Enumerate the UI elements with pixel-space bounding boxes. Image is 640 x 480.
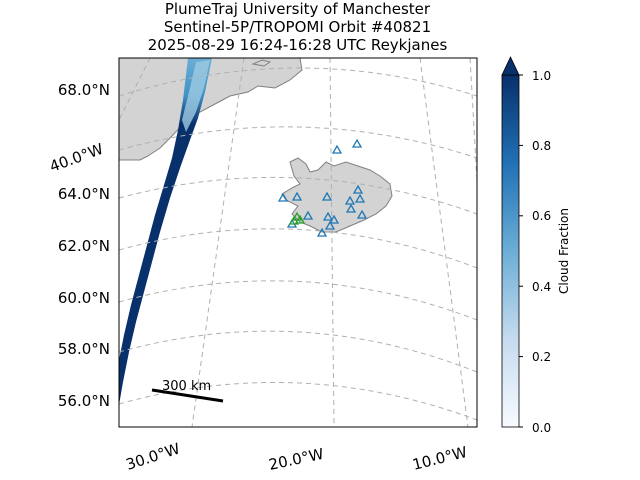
colorbar-tick-2: 0.4: [532, 280, 551, 294]
lat-label-64: 64.0°N: [58, 185, 110, 203]
colorbar-tick-4: 0.8: [532, 139, 551, 153]
lat-label-68: 68.0°N: [58, 81, 110, 99]
lon-label-10w: 10.0°W: [411, 443, 470, 474]
lat-label-58: 58.0°N: [58, 340, 110, 358]
scale-bar-label: 300 km: [162, 379, 211, 394]
map-frame: [118, 57, 478, 428]
title-line-3: 2025-08-29 16:24-16:28 UTC Reykjanes: [147, 36, 448, 54]
colorbar-tick-3: 0.6: [532, 209, 551, 223]
lon-label-30w: 30.0°W: [124, 439, 183, 473]
colorbar-tick-1: 0.2: [532, 350, 551, 364]
satellite-swath: [119, 58, 212, 427]
map-area: 300 km: [119, 58, 477, 427]
lat-label-56: 56.0°N: [58, 392, 110, 410]
colorbar-tick-0: 0.0: [532, 421, 551, 435]
lon-label-20w: 20.0°W: [267, 445, 325, 474]
greenland-coast-detail: [251, 59, 272, 67]
colorbar-label: Cloud Fraction: [557, 208, 571, 294]
title-line-1: PlumeTraj University of Manchester: [164, 0, 431, 18]
lat-label-60: 60.0°N: [58, 289, 110, 307]
lat-label-62: 62.0°N: [58, 237, 110, 255]
colorbar-tick-5: 1.0: [532, 69, 551, 83]
scale-bar: [151, 388, 224, 403]
active-volcano-markers: [288, 211, 306, 225]
swath-cloud-patch: [182, 60, 210, 132]
gridlines: [119, 58, 477, 427]
volcano-markers: [277, 138, 368, 237]
colorbar-extend-arrow: [501, 56, 520, 76]
colorbar: 0.0 0.2 0.4 0.6 0.8 1.0 Cloud Fraction: [501, 56, 571, 435]
lon-label-40w: 40.0°W: [47, 140, 106, 176]
title-line-2: Sentinel-5P/TROPOMI Orbit #40821: [163, 18, 432, 36]
